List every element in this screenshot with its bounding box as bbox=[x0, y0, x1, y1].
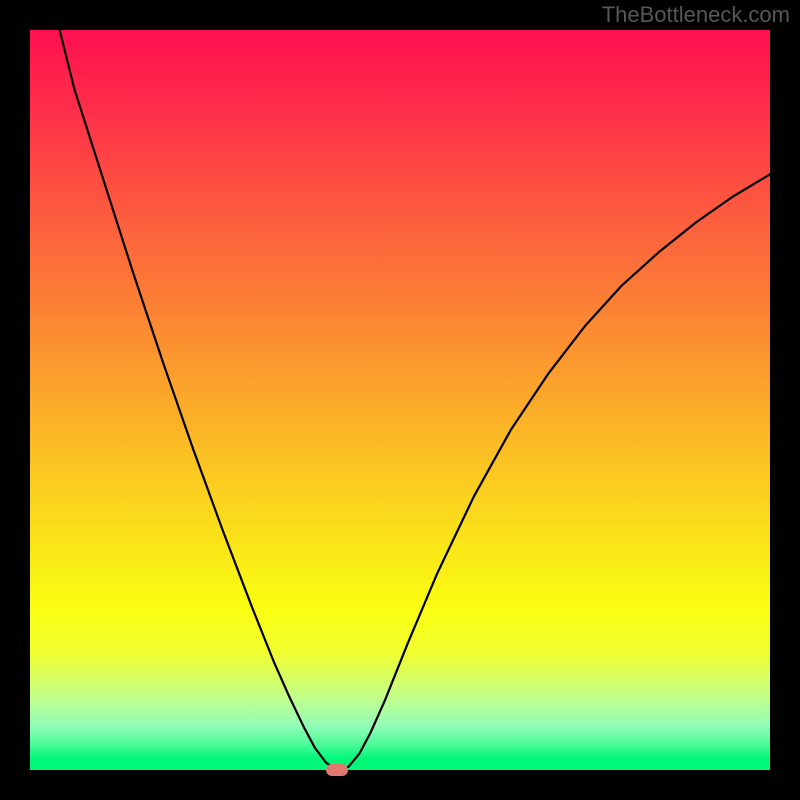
plot-area bbox=[30, 30, 770, 770]
curve-svg bbox=[30, 30, 770, 770]
watermark-text: TheBottleneck.com bbox=[602, 2, 790, 28]
bottleneck-curve bbox=[60, 30, 770, 770]
chart-frame: TheBottleneck.com bbox=[0, 0, 800, 800]
optimum-marker bbox=[326, 764, 348, 776]
